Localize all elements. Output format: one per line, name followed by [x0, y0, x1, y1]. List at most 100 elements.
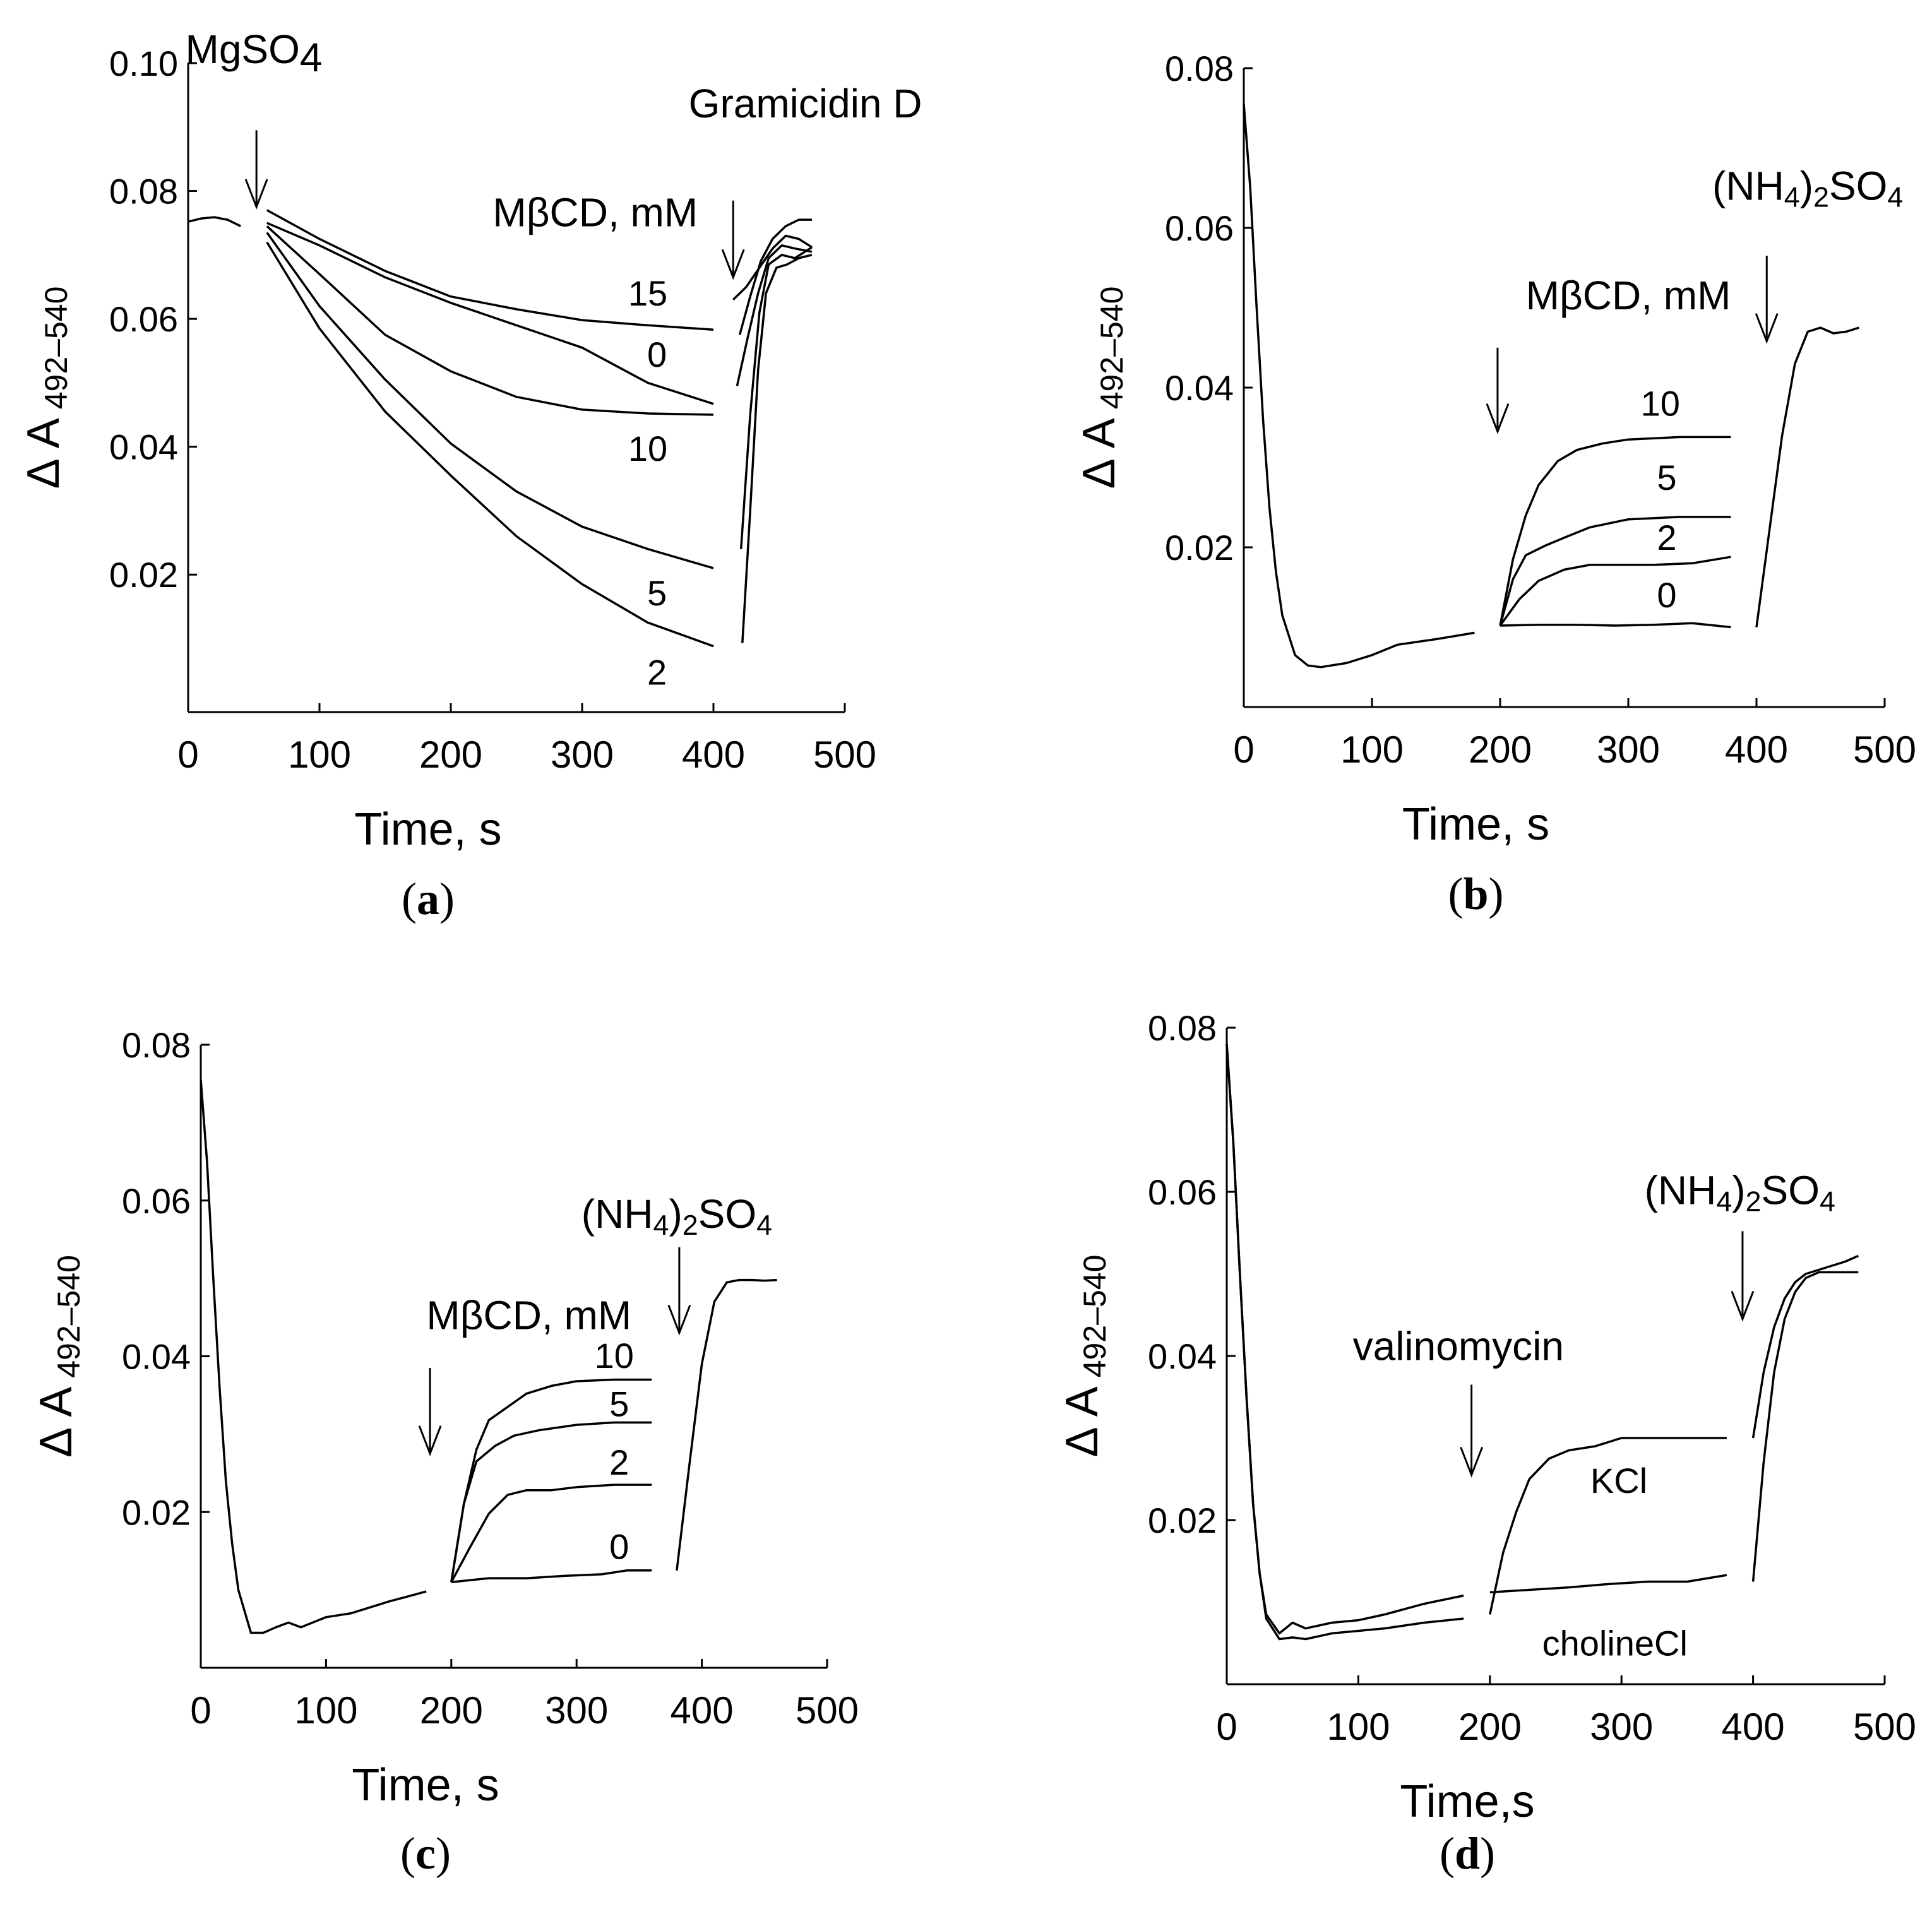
panel-d: 0 100 200 300 400 500 0.02 0.04 0.06 0.08 Time,s Δ …	[1057, 1008, 1916, 1879]
series-nh4-2so4-response-line	[676, 1278, 777, 1571]
arrow-head	[1755, 313, 1779, 344]
series-0-line	[451, 1569, 652, 1584]
arrow-head	[1486, 403, 1510, 434]
series-10-label: 10	[595, 1336, 634, 1376]
series-5-recovery-line	[739, 246, 813, 549]
y-axis-title: Δ A 492–540	[1057, 1255, 1112, 1458]
caption-paren: (	[1448, 869, 1463, 919]
series-5-label: 5	[647, 573, 667, 613]
x-tick-label: 100	[1340, 728, 1404, 771]
y-axis-title-main: Δ A	[18, 418, 69, 489]
y-tick-label: 0.08	[1148, 1008, 1217, 1048]
series-2-line	[1499, 556, 1731, 627]
x-tick-label: 100	[288, 734, 351, 776]
y-tick-label: 0.06	[122, 1181, 191, 1221]
x-axis-title: Time, s	[352, 1760, 499, 1810]
x-axis-title: Time, s	[1402, 799, 1549, 850]
x-tick-label: 300	[1597, 728, 1660, 771]
series-kcl-label: KCl	[1590, 1461, 1647, 1501]
y-tick-label: 0.04	[1165, 368, 1234, 408]
baseline-trace	[1243, 104, 1475, 669]
x-tick-label: 300	[1590, 1706, 1653, 1748]
x-tick-label: 300	[545, 1689, 608, 1732]
series-15-label: 15	[628, 273, 667, 313]
x-tick-label: 200	[1469, 728, 1532, 771]
x-tick-label: 500	[796, 1689, 859, 1732]
series-kcl-line	[1225, 1043, 1464, 1641]
y-tick-label: 0.10	[109, 44, 178, 83]
caption-paren: (	[1440, 1828, 1455, 1879]
series-2-label: 2	[609, 1442, 629, 1482]
panel-caption: (b)	[1448, 869, 1503, 919]
caption-letter: a	[417, 874, 439, 924]
series-0-label: 0	[609, 1526, 629, 1566]
annotation-valinomycin: valinomycin	[1353, 1324, 1564, 1369]
series-0-label: 0	[1657, 575, 1676, 615]
series-15-line	[266, 209, 714, 331]
y-axis-title: Δ A 492–540	[31, 1255, 86, 1458]
x-tick-label: 400	[682, 734, 745, 776]
series-10-recovery-line	[736, 244, 813, 386]
baseline-trace	[200, 1079, 427, 1634]
y-tick-label: 0.02	[1148, 1501, 1217, 1540]
x-tick-label: 400	[671, 1689, 734, 1732]
y-tick-label: 0.02	[122, 1492, 191, 1532]
baseline-trace	[188, 216, 241, 227]
series-10-line	[450, 1378, 652, 1583]
series-nh4-2so4-response-b-line	[1751, 1271, 1859, 1582]
series-0-line	[1500, 622, 1731, 629]
x-axis-title: Time, s	[354, 804, 501, 855]
y-tick-label: 0.08	[122, 1025, 191, 1065]
x-axis-title: Time,s	[1400, 1776, 1534, 1827]
series-0-label: 0	[647, 335, 667, 374]
annotation-nh4: (NH4)2SO4	[581, 1191, 772, 1241]
caption-letter: d	[1455, 1828, 1480, 1879]
caption-letter: c	[415, 1828, 436, 1879]
x-tick-label: 200	[420, 1689, 483, 1732]
y-tick-label: 0.06	[1148, 1172, 1217, 1212]
y-axis-title-main: Δ A	[1074, 418, 1124, 489]
annotation-mgso4: MgSO4	[186, 27, 323, 80]
series-0-line	[266, 222, 714, 405]
series-2-line	[450, 1483, 652, 1583]
caption-paren: )	[1489, 869, 1504, 919]
y-axis-title: Δ A 492–540	[18, 287, 74, 489]
y-axis-title: Δ A 492–540	[1074, 287, 1130, 489]
x-tick-label: 500	[1853, 728, 1916, 771]
y-axis-title-subscript: 492–540	[1077, 1255, 1112, 1378]
y-axis-title-subscript: 492–540	[51, 1255, 86, 1378]
x-tick-label: 200	[419, 734, 482, 776]
series-nh4-2so4-response-a-line	[1751, 1254, 1859, 1439]
panel-caption: (c)	[400, 1828, 451, 1879]
y-tick-label: 0.02	[1165, 528, 1234, 568]
x-tick-label: 100	[1327, 1706, 1390, 1748]
annotation-mbcd: MβCD, mM	[1526, 273, 1731, 318]
series-cholinecl-line-after	[1489, 1574, 1727, 1594]
x-tick-label: 500	[813, 734, 876, 776]
arrow-head	[244, 179, 268, 210]
series-2-recovery-line	[741, 254, 813, 643]
series-2-line	[266, 241, 714, 648]
x-tick-label: 0	[190, 1689, 211, 1732]
annotation-mbcd: MβCD, mM	[492, 189, 698, 235]
panel-caption: (d)	[1440, 1828, 1495, 1879]
caption-letter: b	[1463, 869, 1488, 919]
series-5-line	[450, 1421, 652, 1583]
y-tick-label: 0.08	[1165, 49, 1234, 88]
series-5-line	[1499, 516, 1731, 626]
y-tick-label: 0.04	[109, 427, 178, 467]
x-tick-label: 500	[1853, 1706, 1916, 1748]
caption-paren: (	[400, 1828, 415, 1879]
panel-caption: (a)	[402, 874, 455, 924]
arrow-head	[1460, 1446, 1484, 1478]
series-2-label: 2	[1657, 518, 1676, 557]
arrow-head	[1731, 1290, 1755, 1322]
series-10-line	[266, 225, 714, 416]
x-tick-label: 300	[551, 734, 614, 776]
series-0-recovery-line	[738, 218, 812, 335]
y-axis-title-main: Δ A	[1057, 1386, 1107, 1457]
y-tick-label: 0.06	[109, 299, 178, 339]
